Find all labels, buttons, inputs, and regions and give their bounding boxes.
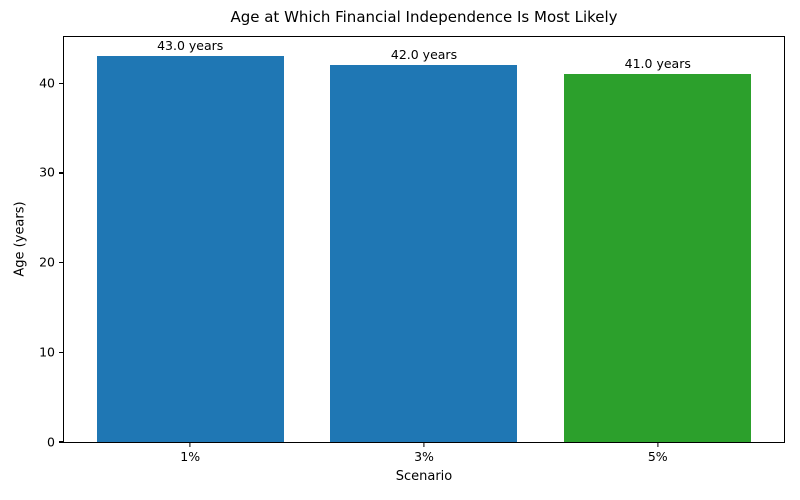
y-tick-label: 10 xyxy=(39,344,55,360)
x-tick-mark xyxy=(657,443,659,447)
bar xyxy=(330,65,518,442)
y-tick-mark xyxy=(59,351,63,353)
y-tick-mark xyxy=(59,82,63,84)
bar-value-label: 42.0 years xyxy=(390,46,458,62)
y-tick-label: 40 xyxy=(39,74,55,90)
y-tick-mark xyxy=(59,441,63,443)
y-tick-mark xyxy=(59,172,63,174)
bar-slot: 41.0 years xyxy=(564,37,752,442)
y-axis-label: Age (years) xyxy=(12,201,28,277)
y-tick-label: 0 xyxy=(47,433,55,449)
y-tick-label: 30 xyxy=(39,164,55,180)
y-tick-label: 20 xyxy=(39,254,55,270)
bar-value-label: 43.0 years xyxy=(157,37,224,53)
plot-area: 0 10 20 30 40 43.0 years 1% 42.0 years 3% 41.0 ye… xyxy=(39,36,785,463)
x-tick-label: 3% xyxy=(414,449,434,464)
x-tick-label: 1% xyxy=(180,449,201,464)
bar-slot: 43.0 years xyxy=(96,37,284,442)
bar xyxy=(564,74,752,442)
x-tick-label: 5% xyxy=(647,449,668,464)
x-tick-mark xyxy=(423,443,425,447)
bar-value-label: 41.0 years xyxy=(624,55,691,71)
bar xyxy=(96,56,284,442)
x-axis-label: Scenario xyxy=(395,469,453,484)
chart-title: Age at Which Financial Independence Is M… xyxy=(230,8,618,26)
bar-slot: 42.0 years xyxy=(330,37,518,442)
x-tick-mark xyxy=(189,443,191,447)
y-tick-mark xyxy=(59,262,63,264)
